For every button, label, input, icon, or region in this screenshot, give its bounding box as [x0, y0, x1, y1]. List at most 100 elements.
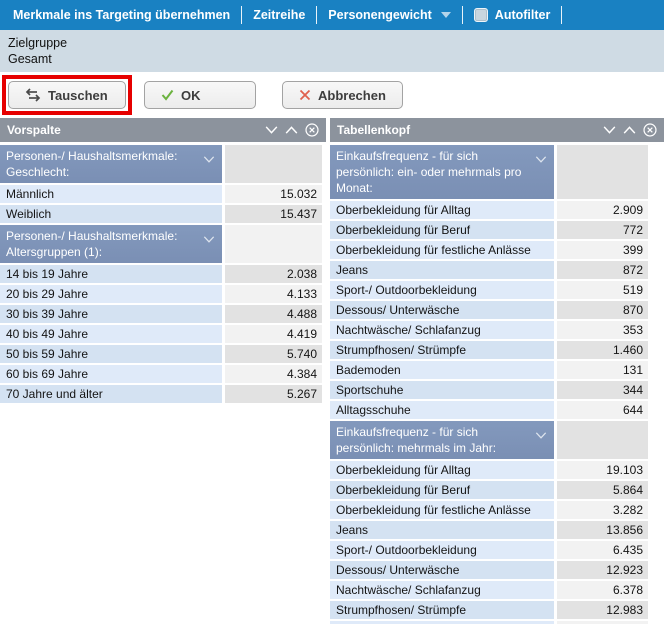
table-row[interactable]: 60 bis 69 Jahre 4.384 — [0, 365, 322, 383]
table-row[interactable]: Nachtwäsche/ Schlafanzug 6.378 — [330, 581, 648, 599]
row-label: Dessous/ Unterwäsche — [330, 301, 554, 319]
value-cell: 6.435 — [557, 541, 648, 559]
row-label: Jeans — [330, 261, 554, 279]
table-row[interactable]: Oberbekleidung für Beruf 5.864 — [330, 481, 648, 499]
value-cell: 870 — [557, 301, 648, 319]
value-cell — [225, 145, 322, 183]
tauschen-label: Tauschen — [48, 87, 108, 103]
value-cell: 5.864 — [557, 481, 648, 499]
row-label: Oberbekleidung für Beruf — [330, 481, 554, 499]
panel-tabellenkopf: Tabellenkopf Einkaufsfrequenz - für sich… — [330, 118, 664, 624]
table-row[interactable]: Jeans 13.856 — [330, 521, 648, 539]
table-row[interactable]: Jeans 872 — [330, 261, 648, 279]
toolbar-item-personengewicht[interactable]: Personengewicht — [317, 6, 463, 24]
table-row[interactable]: Bademoden 131 — [330, 361, 648, 379]
table-row[interactable]: 20 bis 29 Jahre 4.133 — [0, 285, 322, 303]
table-row[interactable]: Oberbekleidung für Beruf 772 — [330, 221, 648, 239]
table-row[interactable]: Sport-/ Outdoorbekleidung 519 — [330, 281, 648, 299]
group-header-row[interactable]: Einkaufsfrequenz - für sich persönlich: … — [330, 421, 648, 459]
table-row[interactable]: 40 bis 49 Jahre 4.419 — [0, 325, 322, 343]
tauschen-button[interactable]: Tauschen — [8, 81, 126, 109]
chevron-down-icon[interactable] — [535, 151, 547, 167]
toolbar: Merkmale ins Targeting übernehmen Zeitrei… — [0, 0, 664, 30]
row-label: 20 bis 29 Jahre — [0, 285, 222, 303]
group-header-label: Einkaufsfrequenz - für sich persönlich: … — [330, 145, 554, 199]
close-icon[interactable] — [305, 123, 319, 137]
close-icon[interactable] — [643, 123, 657, 137]
table-row[interactable]: Oberbekleidung für festliche Anlässe 3.28… — [330, 501, 648, 519]
x-icon — [299, 89, 311, 101]
toolbar-item-zeitreihe[interactable]: Zeitreihe — [242, 6, 318, 24]
row-label: Strumpfhosen/ Strümpfe — [330, 601, 554, 619]
row-label: Sport-/ Outdoorbekleidung — [330, 541, 554, 559]
table-row[interactable]: Nachtwäsche/ Schlafanzug 353 — [330, 321, 648, 339]
row-label: Männlich — [0, 185, 222, 203]
abbrechen-button[interactable]: Abbrechen — [282, 81, 403, 109]
toolbar-item-autofilter[interactable]: Autofilter — [463, 6, 563, 24]
group-header-label: Personen-/ Haushaltsmerkmale: Geschlecht… — [0, 145, 222, 183]
chevron-down-icon[interactable] — [203, 231, 215, 247]
table-row[interactable]: 14 bis 19 Jahre 2.038 — [0, 265, 322, 283]
table-row[interactable]: 70 Jahre und älter 5.267 — [0, 385, 322, 403]
table-row[interactable]: Sportschuhe 344 — [330, 381, 648, 399]
value-cell: 2.909 — [557, 201, 648, 219]
table-row[interactable]: Strumpfhosen/ Strümpfe 1.460 — [330, 341, 648, 359]
table-row[interactable]: Dessous/ Unterwäsche 870 — [330, 301, 648, 319]
group-header-row[interactable]: Personen-/ Haushaltsmerkmale: Geschlecht… — [0, 145, 322, 183]
value-cell: 3.282 — [557, 501, 648, 519]
table-row[interactable]: Oberbekleidung für Alltag 19.103 — [330, 461, 648, 479]
panel-title-vorspalte: Vorspalte — [7, 123, 61, 137]
value-cell: 12.983 — [557, 601, 648, 619]
dropdown-arrow-icon[interactable] — [440, 12, 451, 18]
table-row[interactable]: 50 bis 59 Jahre 5.740 — [0, 345, 322, 363]
chevron-down-icon[interactable] — [265, 126, 278, 134]
table-row[interactable]: Oberbekleidung für Alltag 2.909 — [330, 201, 648, 219]
table-row[interactable]: Strumpfhosen/ Strümpfe 12.983 — [330, 601, 648, 619]
group-header-row[interactable]: Personen-/ Haushaltsmerkmale: Altersgrup… — [0, 225, 322, 263]
chevron-down-icon[interactable] — [203, 151, 215, 167]
row-label: Strumpfhosen/ Strümpfe — [330, 341, 554, 359]
autofilter-checkbox[interactable] — [473, 8, 488, 22]
table-row[interactable]: Alltagsschuhe 644 — [330, 401, 648, 419]
chevron-up-icon[interactable] — [285, 126, 298, 134]
value-cell: 15.032 — [225, 185, 322, 203]
ok-button[interactable]: OK — [144, 81, 256, 109]
value-cell: 2.038 — [225, 265, 322, 283]
value-cell: 131 — [557, 361, 648, 379]
row-label: Jeans — [330, 521, 554, 539]
value-cell: 4.419 — [225, 325, 322, 343]
row-label: Nachtwäsche/ Schlafanzug — [330, 321, 554, 339]
value-cell — [557, 145, 648, 199]
value-cell: 5.740 — [225, 345, 322, 363]
target-group-value: Gesamt — [8, 52, 52, 66]
panel-vorspalte: Vorspalte Personen-/ Haushaltsmerkmale: … — [0, 118, 326, 403]
table-row[interactable]: Oberbekleidung für festliche Anlässe 399 — [330, 241, 648, 259]
chevron-up-icon[interactable] — [623, 126, 636, 134]
toolbar-item-label: Autofilter — [494, 8, 551, 22]
panel-header-tabellenkopf: Tabellenkopf — [330, 118, 664, 142]
value-cell: 399 — [557, 241, 648, 259]
group-header-row[interactable]: Einkaufsfrequenz - für sich persönlich: … — [330, 145, 648, 199]
toolbar-item-merkmale[interactable]: Merkmale ins Targeting übernehmen — [2, 6, 243, 24]
row-label: 30 bis 39 Jahre — [0, 305, 222, 323]
row-label: Oberbekleidung für Alltag — [330, 201, 554, 219]
table-row[interactable]: Dessous/ Unterwäsche 12.923 — [330, 561, 648, 579]
table-row[interactable]: Männlich 15.032 — [0, 185, 322, 203]
row-label: 50 bis 59 Jahre — [0, 345, 222, 363]
value-cell: 519 — [557, 281, 648, 299]
table-row[interactable]: Weiblich 15.437 — [0, 205, 322, 223]
table-row[interactable]: 30 bis 39 Jahre 4.488 — [0, 305, 322, 323]
chevron-down-icon[interactable] — [535, 427, 547, 443]
value-cell: 15.437 — [225, 205, 322, 223]
panel-title-tabellenkopf: Tabellenkopf — [337, 123, 411, 137]
value-cell: 772 — [557, 221, 648, 239]
panels-area: Vorspalte Personen-/ Haushaltsmerkmale: … — [0, 118, 664, 624]
table-row[interactable]: Sport-/ Outdoorbekleidung 6.435 — [330, 541, 648, 559]
value-cell — [225, 225, 322, 263]
tabellenkopf-table: Einkaufsfrequenz - für sich persönlich: … — [330, 142, 664, 624]
chevron-down-icon[interactable] — [603, 126, 616, 134]
row-label: 40 bis 49 Jahre — [0, 325, 222, 343]
check-icon — [161, 89, 174, 101]
target-group-panel: Zielgruppe Gesamt — [0, 30, 664, 72]
